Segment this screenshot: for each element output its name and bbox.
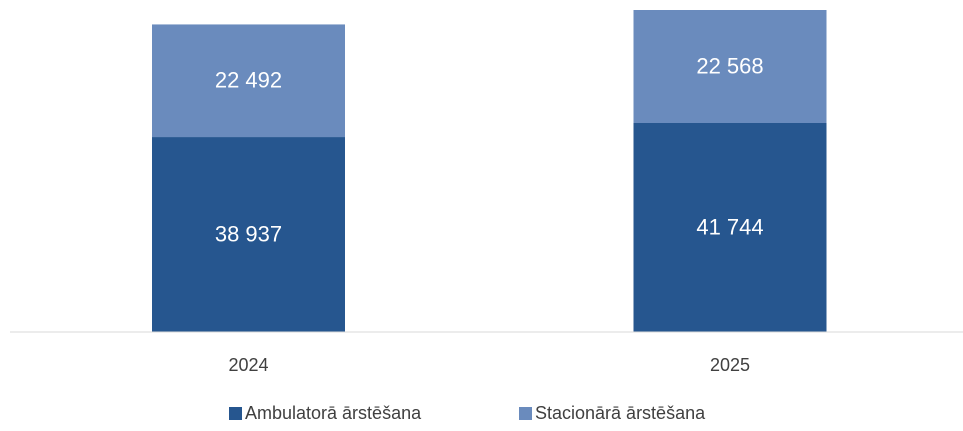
legend-swatch (229, 407, 242, 420)
data-label: 22 568 (696, 53, 763, 78)
legend-label: Stacionārā ārstēšana (535, 403, 706, 423)
bar-segment (633, 10, 827, 123)
bar-segment (152, 137, 345, 332)
x-tick-label: 2024 (228, 355, 268, 375)
data-label: 22 492 (215, 68, 282, 93)
legend-label: Ambulatorā ārstēšana (245, 403, 422, 423)
bar-segment (152, 24, 345, 138)
data-label: 41 744 (696, 214, 763, 239)
x-tick-label: 2025 (710, 355, 750, 375)
data-label: 38 937 (215, 221, 282, 246)
bar-segment (633, 122, 827, 332)
legend-swatch (519, 407, 532, 420)
